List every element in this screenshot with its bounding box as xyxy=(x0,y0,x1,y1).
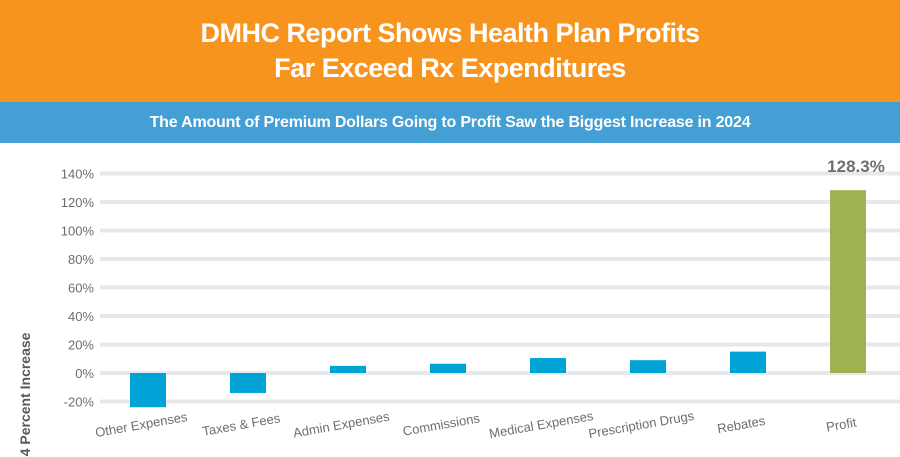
y-tick-label: 20% xyxy=(68,338,94,353)
y-tick-label: 100% xyxy=(61,224,95,239)
bar-medical-expenses xyxy=(530,358,566,373)
gridlines xyxy=(100,171,900,404)
x-tick-label: Prescription Drugs xyxy=(587,408,695,441)
chart-title-line-2: Far Exceed Rx Expenditures xyxy=(274,53,626,83)
y-axis-ticks: -20% 0% 20% 40% 60% 80% 100% 120% 140% xyxy=(61,167,95,410)
gridline xyxy=(100,399,900,404)
gridline xyxy=(100,171,900,176)
y-tick-label: 120% xyxy=(61,195,95,210)
gridline xyxy=(100,257,900,261)
subtitle-banner: The Amount of Premium Dollars Going to P… xyxy=(0,102,900,143)
x-tick-label: Rebates xyxy=(716,413,767,436)
y-tick-label: 0% xyxy=(75,366,94,381)
gridline xyxy=(100,200,900,204)
x-tick-label: Commissions xyxy=(402,410,482,438)
gridline xyxy=(100,228,900,233)
gridline xyxy=(100,314,900,318)
gridline xyxy=(100,342,900,347)
chart-subtitle: The Amount of Premium Dollars Going to P… xyxy=(149,113,751,131)
data-labels: 128.3% xyxy=(827,157,885,176)
bar-prescription-drugs xyxy=(630,360,666,373)
bar-taxes-fees xyxy=(230,373,266,393)
gridline xyxy=(100,285,900,290)
y-tick-label: -20% xyxy=(64,395,95,410)
y-tick-label: 140% xyxy=(61,167,95,182)
y-tick-label: 80% xyxy=(68,252,94,267)
bar-other-expenses xyxy=(130,373,166,408)
bar-chart: -20% 0% 20% 40% 60% 80% 100% 120% 140% Other Exp… xyxy=(17,157,900,457)
bar-rebates xyxy=(730,351,766,373)
gridline xyxy=(100,371,900,375)
chart-title-line-1: DMHC Report Shows Health Plan Profits xyxy=(200,18,700,48)
x-tick-label: Other Expenses xyxy=(94,409,189,440)
bar-profit xyxy=(830,190,866,373)
x-tick-label: Medical Expenses xyxy=(488,408,595,441)
x-tick-label: Taxes & Fees xyxy=(201,410,282,439)
bars xyxy=(130,190,866,408)
data-label: 128.3% xyxy=(827,157,885,176)
y-axis-label: 2023-2024 Percent Increase xyxy=(17,332,33,457)
y-tick-label: 60% xyxy=(68,281,94,296)
y-tick-label: 40% xyxy=(68,309,94,324)
title-banner: DMHC Report Shows Health Plan Profits Fa… xyxy=(0,0,900,102)
x-tick-label: Admin Expenses xyxy=(292,409,391,441)
bar-commissions xyxy=(430,363,466,373)
x-tick-label: Profit xyxy=(825,414,858,434)
x-axis-labels: Other Expenses Taxes & Fees Admin Expenses… xyxy=(94,408,858,441)
bar-admin-expenses xyxy=(330,365,366,373)
